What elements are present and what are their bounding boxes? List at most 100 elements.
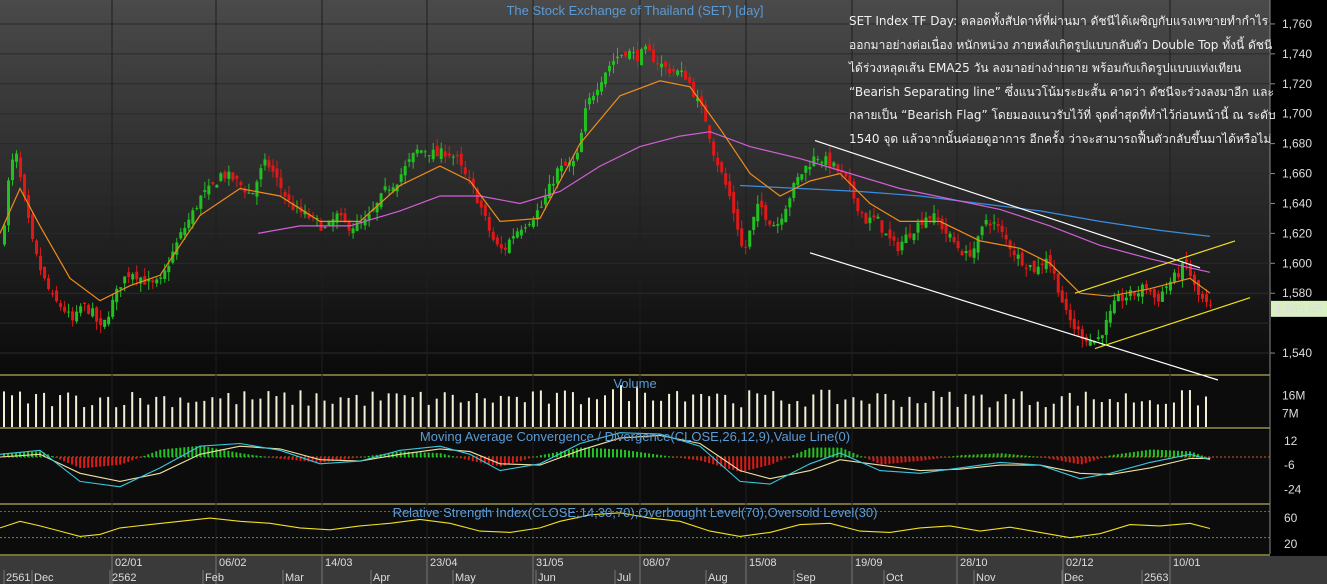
volume-bar <box>1068 392 1071 427</box>
candle-body <box>880 220 884 233</box>
macd-panel-bg <box>0 430 1270 503</box>
candle-body <box>636 49 640 62</box>
macd-histogram-bar <box>760 457 763 468</box>
rsi-line <box>0 512 1211 539</box>
volume-bar <box>948 391 951 427</box>
macd-histogram-bar <box>1020 455 1023 458</box>
volume-bar <box>187 402 190 427</box>
macd-histogram-bar <box>988 453 991 458</box>
candle-body <box>103 319 107 327</box>
macd-histogram-bar <box>680 457 683 459</box>
macd-histogram-bar <box>591 448 594 458</box>
volume-bar <box>916 403 919 427</box>
candle-body <box>139 277 143 284</box>
candle-body <box>431 149 435 160</box>
volume-bar <box>179 397 182 427</box>
rsi-title: Relative Strength Index(CLOSE,14,30,70),… <box>393 505 878 520</box>
macd-histogram-bar <box>1040 457 1043 458</box>
volume-bar <box>708 396 711 427</box>
macd-histogram-bar <box>752 457 755 470</box>
volume-bar <box>51 406 54 427</box>
candle-body <box>35 240 39 254</box>
overlay-lines <box>0 80 1251 381</box>
volume-bar <box>203 400 206 427</box>
candle-body <box>944 225 948 234</box>
macd-histogram-bar <box>103 457 106 467</box>
rsi-tick-label: 20 <box>1284 537 1298 551</box>
macd-histogram-bar <box>355 457 358 458</box>
macd-histogram-bar <box>47 454 50 458</box>
macd-histogram-bar <box>575 448 578 458</box>
candle-body <box>543 196 547 205</box>
volume-bar <box>804 406 807 427</box>
macd-histogram-bar <box>547 453 550 458</box>
date-tick-label: 08/07 <box>643 557 671 569</box>
macd-histogram-bar <box>259 456 262 458</box>
candle-body <box>427 155 431 157</box>
macd-histogram-bar <box>868 457 871 460</box>
candle-body <box>912 233 916 241</box>
macd-histogram-bar <box>515 457 518 463</box>
candle-body <box>976 236 980 253</box>
volume-bar <box>339 397 342 427</box>
candle-body <box>1156 293 1160 302</box>
macd-histogram-bar <box>664 455 667 458</box>
macd-histogram-bar <box>1096 457 1099 460</box>
macd-histogram-bar <box>1104 456 1107 458</box>
candle-body <box>163 270 167 280</box>
candle-body <box>764 204 768 220</box>
volume-bar <box>355 394 358 427</box>
candle-body <box>267 160 271 168</box>
macd-histogram-bar <box>423 452 426 458</box>
macd-histogram-bar <box>1032 456 1035 458</box>
candle-body <box>828 152 832 168</box>
macd-histogram-bar <box>367 455 370 458</box>
candle-body <box>1032 260 1036 273</box>
candle-body <box>315 217 319 219</box>
macd-tick-label: -24 <box>1284 482 1302 496</box>
candle-body <box>159 277 163 279</box>
macd-histogram-bar <box>952 456 955 458</box>
volume-bar <box>612 389 615 427</box>
macd-histogram-bar <box>499 457 502 467</box>
candle-body <box>784 208 788 223</box>
volume-title: Volume <box>613 376 656 391</box>
macd-histogram-bar <box>51 456 54 458</box>
volume-bar <box>211 397 214 427</box>
macd-histogram-bar <box>383 453 386 458</box>
macd-histogram-bar <box>415 452 418 458</box>
candle-body <box>992 222 996 224</box>
candle-body <box>680 70 684 73</box>
month-tick-label: Mar <box>285 572 304 584</box>
price-tick-label: 1,660 <box>1282 167 1312 181</box>
volume-bar <box>628 401 631 427</box>
candle-body <box>800 174 804 180</box>
candle-body <box>391 187 395 192</box>
candle-body <box>191 210 195 224</box>
candle-body <box>844 172 848 177</box>
macd-histogram-bar <box>215 448 218 458</box>
price-tick-label: 1,680 <box>1282 137 1312 151</box>
macd-histogram-bar <box>127 457 130 462</box>
price-tick-label: 1,540 <box>1282 346 1312 360</box>
candle-body <box>668 68 672 74</box>
candle-body <box>311 215 315 217</box>
candle-body <box>11 159 15 181</box>
volume-bar <box>812 394 815 427</box>
volume-bar <box>732 403 735 427</box>
macd-histogram-bar <box>1072 457 1075 464</box>
candle-body <box>439 148 443 159</box>
volume-bar <box>924 402 927 427</box>
candle-body <box>812 156 816 167</box>
candle-body <box>575 152 579 160</box>
candle-body <box>55 290 59 302</box>
macd-histogram-bar <box>1112 454 1115 458</box>
candle-body <box>195 208 199 210</box>
volume-bar <box>1052 403 1055 427</box>
volume-bar <box>908 396 911 427</box>
candle-body <box>1148 289 1152 292</box>
candle-body <box>403 165 407 176</box>
volume-bar <box>523 402 526 427</box>
candle-body <box>551 183 555 186</box>
macd-histogram-bar <box>27 451 30 458</box>
